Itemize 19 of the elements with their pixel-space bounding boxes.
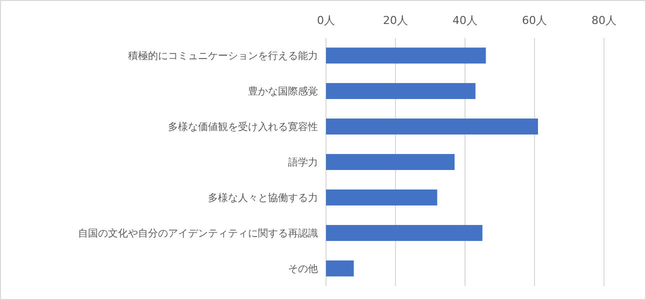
bar [326, 224, 482, 241]
y-tick-label: 豊かな国際感覚 [248, 86, 318, 98]
x-tick-label: 40人 [452, 14, 478, 27]
x-tick-label: 0人 [317, 14, 335, 27]
y-tick-label: 自国の文化や自分のアイデンティティに関する再認識 [78, 227, 318, 240]
bar [326, 189, 438, 206]
x-tick-label: 20人 [383, 14, 408, 27]
bar [326, 154, 455, 170]
y-tick-label: 多様な人々と協働する力 [208, 192, 318, 204]
bar [326, 118, 538, 135]
y-tick-label: その他 [288, 262, 318, 275]
y-tick-label: 積極的にコミュニケーションを行える能力 [128, 50, 318, 62]
y-tick-label: 多様な価値観を受け入れる寛容性 [168, 121, 318, 134]
y-tick-label: 語学力 [288, 156, 318, 168]
x-tick-label: 60人 [522, 14, 547, 27]
bar [326, 260, 354, 276]
bar [326, 48, 486, 64]
x-tick-label: 80人 [592, 14, 616, 27]
bar [326, 83, 476, 100]
